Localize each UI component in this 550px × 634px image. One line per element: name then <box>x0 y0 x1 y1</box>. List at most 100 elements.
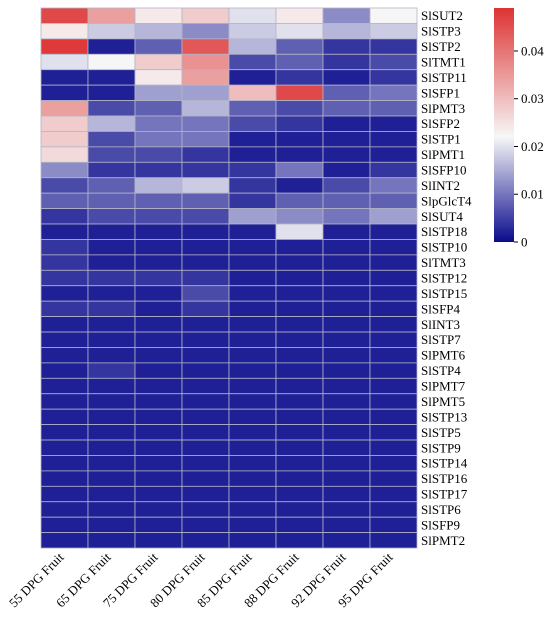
heatmap-cell <box>228 146 277 163</box>
heatmap-cell <box>275 100 324 117</box>
colorbar-gradient <box>494 8 514 242</box>
heatmap-cell <box>181 84 230 101</box>
heatmap-cell <box>228 455 277 472</box>
heatmap-cell <box>87 131 136 148</box>
heatmap-cell <box>40 300 89 318</box>
heatmap-cell <box>275 408 324 426</box>
heatmap-cell <box>40 131 89 148</box>
heatmap-cell <box>87 161 136 179</box>
heatmap-cell <box>87 362 136 379</box>
heatmap-cell <box>322 516 371 534</box>
heatmap-cell <box>228 377 277 395</box>
heatmap-cell <box>181 38 230 55</box>
heatmap-cell <box>275 115 324 132</box>
gene-label: SlSTP16 <box>421 471 468 486</box>
heatmap-cell <box>87 331 136 348</box>
heatmap-cell <box>322 254 371 271</box>
gene-label: SlSTP11 <box>421 70 467 85</box>
heatmap-cell <box>87 501 136 518</box>
gene-label: SlSFP1 <box>421 85 460 100</box>
heatmap-cell <box>228 223 277 240</box>
gene-labels: SlSUT2SlSTP3SlSTP2SlTMT1SlSTP11SlSFP1SlP… <box>421 8 472 548</box>
gene-label: SlPMT7 <box>421 379 466 394</box>
heatmap-cell <box>134 146 183 163</box>
colorbar-ticks: 0 0.01 0.02 0.03 0.04 <box>514 43 544 250</box>
heatmap-cell <box>87 393 136 410</box>
heatmap-cell <box>369 239 418 256</box>
gene-label: SlSTP10 <box>421 240 467 255</box>
heatmap-cell <box>369 501 418 518</box>
gene-label: SlpGlcT4 <box>421 193 472 208</box>
heatmap-cell <box>228 38 277 55</box>
heatmap-cell <box>369 7 418 24</box>
heatmap-cell <box>134 84 183 101</box>
heatmap-cell <box>40 408 89 426</box>
heatmap-cell <box>40 239 89 256</box>
colorbar-tick-label: 0.03 <box>521 91 544 106</box>
gene-label: SlSTP12 <box>421 271 467 286</box>
heatmap-cell <box>181 470 230 487</box>
heatmap-cell <box>181 115 230 132</box>
heatmap-cell <box>322 23 371 40</box>
heatmap-cell <box>181 161 230 179</box>
heatmap-cell <box>322 161 371 179</box>
heatmap-cell <box>181 131 230 148</box>
gene-label: SlPMT6 <box>421 348 466 363</box>
heatmap-cell <box>40 377 89 395</box>
heatmap-cell <box>369 146 418 163</box>
heatmap-cell <box>322 331 371 348</box>
heatmap-cell <box>134 362 183 379</box>
heatmap-cell <box>87 316 136 333</box>
heatmap-cell <box>181 362 230 379</box>
heatmap-cell <box>40 38 89 55</box>
heatmap-cell <box>322 192 371 209</box>
heatmap-cell <box>275 424 324 441</box>
heatmap-cell <box>369 285 418 302</box>
heatmap-cell <box>40 347 89 364</box>
heatmap-cell <box>322 239 371 256</box>
heatmap-cell <box>40 362 89 379</box>
heatmap-cell <box>40 177 89 194</box>
heatmap-cell <box>134 38 183 55</box>
heatmap-cell <box>40 161 89 179</box>
gene-label: SlSTP17 <box>421 487 468 502</box>
heatmap-cell <box>322 439 371 456</box>
heatmap-cell <box>134 347 183 364</box>
heatmap-cell <box>275 177 324 194</box>
heatmap-cell <box>228 485 277 503</box>
heatmap-cell <box>228 470 277 487</box>
heatmap-cell <box>134 239 183 256</box>
heatmap-cell <box>181 316 230 333</box>
gene-label: SlPMT3 <box>421 101 465 116</box>
heatmap-cell <box>181 347 230 364</box>
heatmap-cell <box>228 269 277 287</box>
heatmap-cell <box>87 347 136 364</box>
gene-label: SlPMT2 <box>421 533 465 548</box>
gene-label: SlSTP3 <box>421 24 461 39</box>
gene-label: SlSTP15 <box>421 286 467 301</box>
heatmap-cell <box>181 516 230 534</box>
heatmap-cell <box>275 269 324 287</box>
heatmap-cell <box>322 131 371 148</box>
heatmap-cell <box>369 532 418 549</box>
heatmap-cell <box>275 146 324 163</box>
heatmap-cell <box>322 316 371 333</box>
gene-label: SlSTP5 <box>421 425 461 440</box>
heatmap-cell <box>228 100 277 117</box>
heatmap-cell <box>134 161 183 179</box>
heatmap-cell <box>87 470 136 487</box>
heatmap-cell <box>87 269 136 287</box>
gene-label: SlSFP4 <box>421 301 461 316</box>
heatmap-cell <box>181 455 230 472</box>
heatmap-cell <box>228 254 277 271</box>
colorbar-tick-label: 0 <box>521 235 528 250</box>
heatmap-cell <box>181 239 230 256</box>
heatmap-cell <box>87 208 136 225</box>
heatmap-cell <box>87 23 136 40</box>
heatmap-cell <box>40 285 89 302</box>
heatmap-cell <box>322 362 371 379</box>
heatmap-cell <box>275 316 324 333</box>
gene-label: SlSFP9 <box>421 517 460 532</box>
heatmap-cell <box>275 161 324 179</box>
